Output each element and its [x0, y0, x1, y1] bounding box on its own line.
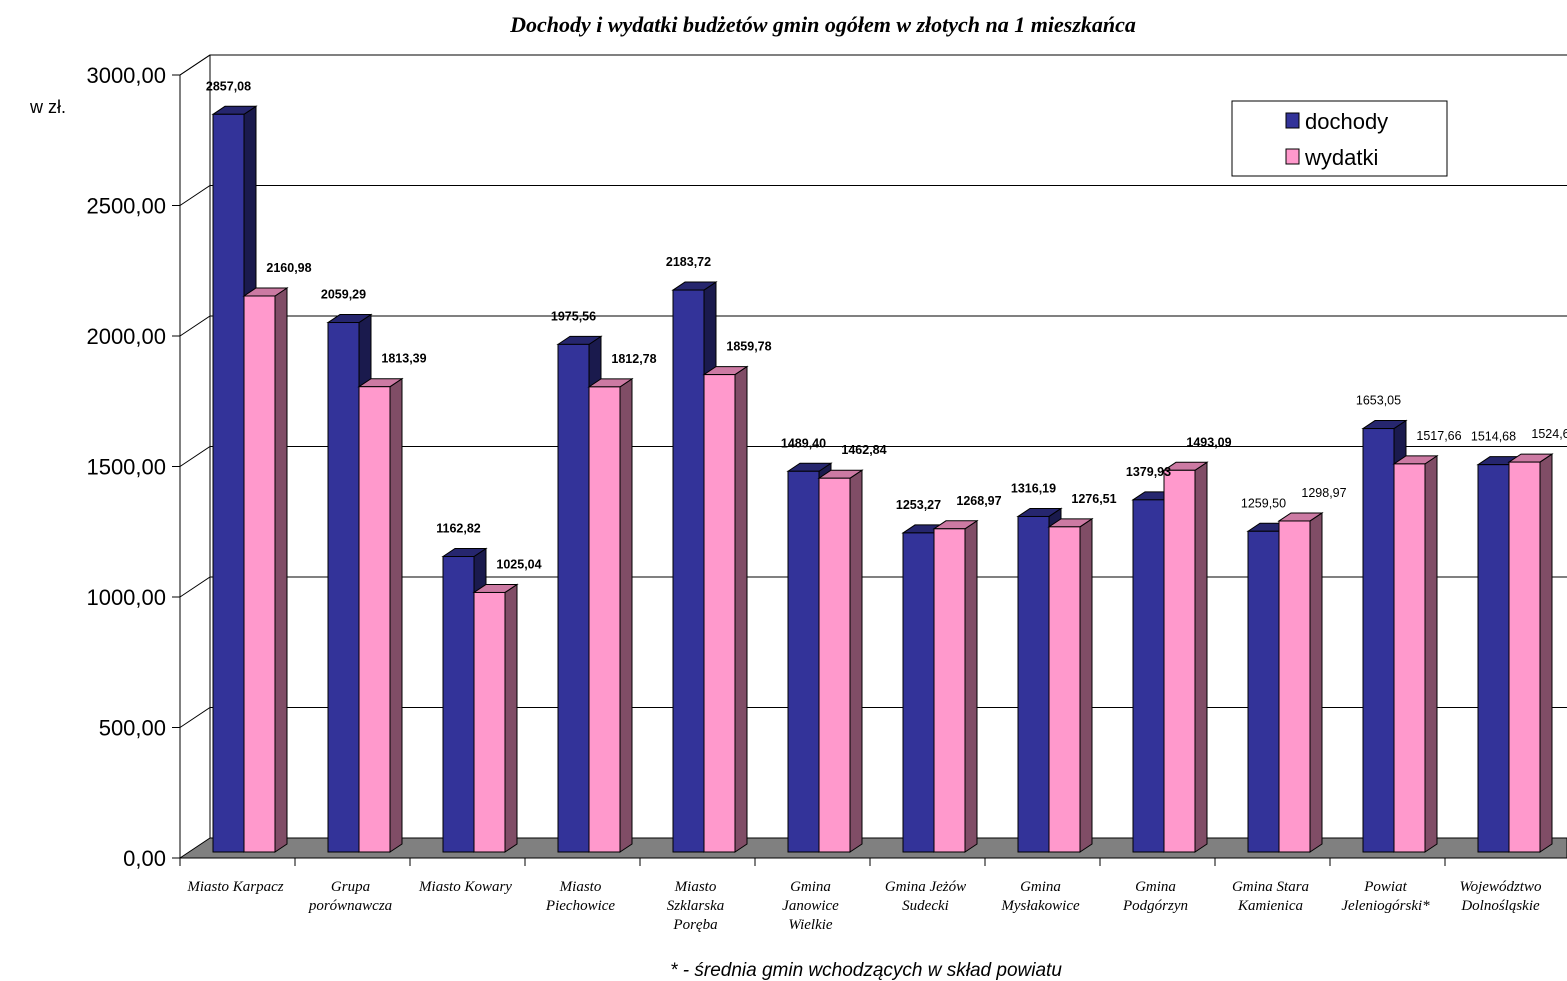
data-label-dochody: 1975,56	[551, 309, 596, 323]
footnote: * - średnia gmin wchodzących w skład pow…	[670, 960, 1062, 981]
data-label-wydatki: 1813,39	[381, 352, 426, 366]
data-label-wydatki: 1268,97	[956, 494, 1001, 508]
legend-label-dochody: dochody	[1305, 109, 1388, 134]
x-tick-label: Gmina Podgórzyn	[1122, 879, 1188, 914]
legend-swatch-wydatki	[1285, 148, 1300, 165]
data-label-dochody: 2059,29	[321, 288, 366, 302]
bars	[211, 105, 1554, 853]
x-tick-label: Miasto Karpacz	[186, 879, 283, 895]
data-labels: 2857,08 2059,29 1162,82 1975,56 2183,72 1489,…	[206, 79, 1567, 571]
x-axis-categories: Miasto Karpacz Grupa porównawcza Miasto Kow…	[179, 858, 1542, 933]
data-label-wydatki: 1025,04	[496, 557, 541, 571]
gridline	[179, 446, 1567, 467]
gridline	[179, 315, 1567, 337]
x-tick-label: Gmina Jeżów Sudecki	[885, 879, 966, 914]
bar-wydatki	[242, 287, 289, 853]
x-tick-label: Województwo Dolnośląskie	[1460, 879, 1542, 914]
y-tick-label: 2000,00	[86, 324, 166, 349]
x-tick-label: Grupa porównawcza	[308, 879, 392, 914]
data-label-dochody: 1514,68	[1471, 430, 1516, 444]
data-label-wydatki: 1524,61	[1531, 427, 1567, 441]
gridline	[179, 576, 1567, 598]
y-tick-label: 1500,00	[86, 455, 166, 480]
gridline	[179, 707, 1567, 728]
x-tick-label: Miasto Kowary	[418, 879, 512, 895]
data-label-dochody: 1259,50	[1241, 496, 1286, 510]
gridline	[179, 54, 1567, 76]
data-label-wydatki: 1298,97	[1301, 486, 1346, 500]
y-axis: 0,00 500,00 1000,00 1500,00 2000,00 2500,00 30…	[86, 63, 181, 871]
bar-wydatki	[357, 377, 404, 853]
gridline	[179, 185, 1567, 206]
data-label-dochody: 2183,72	[666, 255, 711, 269]
y-tick-label: 2500,00	[86, 194, 166, 219]
x-tick-label: Gmina Stara Kamienica	[1232, 879, 1309, 914]
bar-wydatki	[1392, 454, 1439, 853]
bar-wydatki	[932, 519, 979, 853]
data-label-wydatki: 1517,66	[1416, 429, 1461, 443]
x-tick-label: Gmina Janowice Wielkie	[782, 879, 839, 933]
bar-wydatki	[1162, 461, 1209, 853]
x-tick-label: Powiat Jeleniogórski*	[1341, 879, 1430, 914]
y-tick-label: 3000,00	[86, 63, 166, 88]
y-tick-label: 500,00	[99, 716, 166, 741]
x-tick-label: Miasto Szklarska Poręba	[667, 879, 725, 933]
data-label-wydatki: 1462,84	[841, 443, 886, 457]
data-label-dochody: 2857,08	[206, 79, 251, 93]
bar-wydatki	[702, 365, 749, 853]
data-label-dochody: 1489,40	[781, 436, 826, 450]
legend-box	[1231, 100, 1448, 177]
y-tick-label: 1000,00	[86, 585, 166, 610]
data-label-dochody: 1162,82	[436, 522, 481, 536]
bar-wydatki	[1047, 517, 1094, 853]
x-tick-label: Miasto Piechowice	[545, 879, 615, 914]
data-label-dochody: 1253,27	[896, 498, 941, 512]
x-tick-label: Gmina Mysłakowice	[1000, 879, 1080, 914]
bar-wydatki	[817, 469, 864, 853]
chart-title: Dochody i wydatki budżetów gmin ogółem w…	[509, 12, 1136, 37]
bar-wydatki	[472, 583, 519, 853]
chart-floor	[178, 837, 1567, 859]
legend: dochody wydatki	[1231, 100, 1448, 177]
data-label-wydatki: 1859,78	[726, 340, 771, 354]
legend-label-wydatki: wydatki	[1304, 145, 1378, 170]
bar-wydatki	[1507, 453, 1554, 853]
data-label-wydatki: 1493,09	[1186, 435, 1231, 449]
data-label-dochody: 1379,93	[1126, 465, 1171, 479]
y-tick-label: 0,00	[123, 846, 166, 871]
data-label-wydatki: 2160,98	[266, 261, 311, 275]
data-label-dochody: 1316,19	[1011, 481, 1056, 495]
legend-swatch-dochody	[1285, 112, 1300, 129]
y-axis-label: w zł.	[29, 97, 66, 117]
bar-wydatki	[1277, 512, 1324, 853]
data-label-wydatki: 1812,78	[611, 352, 656, 366]
gridlines	[179, 54, 1567, 728]
bar-wydatki	[587, 377, 634, 853]
data-label-wydatki: 1276,51	[1071, 492, 1116, 506]
data-label-dochody: 1653,05	[1356, 394, 1401, 408]
